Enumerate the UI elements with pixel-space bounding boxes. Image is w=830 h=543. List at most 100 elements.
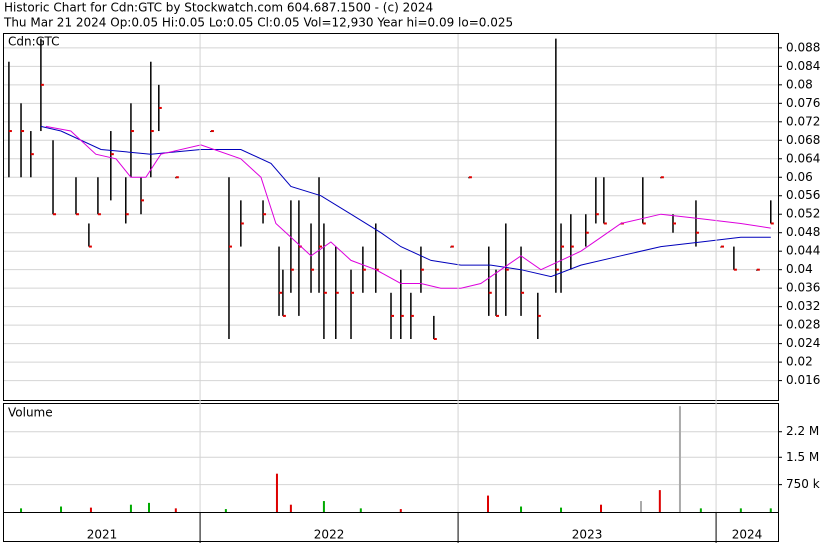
volume-bar [20,508,23,512]
volume-bar [699,508,702,512]
close-tick [410,314,414,317]
close-tick [468,176,472,179]
volume-bar [739,508,742,512]
y-tick-label: 0.04 [786,262,813,276]
volume-bar [289,504,292,512]
panel-label: Cdn:GTC [8,35,60,49]
close-tick [733,268,737,271]
close-tick [537,314,541,317]
x-tick-label: 2022 [314,528,345,542]
close-tick [756,268,760,271]
close-tick [375,268,379,271]
close-tick [770,222,774,225]
panel-label: Volume [8,406,53,420]
close-tick [175,176,179,179]
volume-bar [275,473,278,512]
y-tick-label: 0.048 [786,225,820,239]
close-tick [140,199,144,202]
y-tick-label: 0.088 [786,40,820,54]
close-tick [505,268,509,271]
close-tick [351,291,355,294]
volume-bar [658,490,661,512]
close-tick [672,222,676,225]
volume-bar [600,504,603,512]
close-tick [282,314,286,317]
volume-bar [640,501,643,512]
y-tick-label: 0.068 [786,133,820,147]
close-tick [21,130,25,133]
volume-bar [147,502,150,512]
x-tick-label: 2023 [572,528,603,542]
y-tick-label: 0.064 [786,151,820,165]
close-tick [75,213,79,216]
close-tick [420,268,424,271]
close-tick [210,130,214,133]
close-tick [323,291,327,294]
close-tick [335,291,339,294]
close-tick [8,130,12,133]
close-tick [110,153,114,156]
close-tick [228,245,232,248]
close-tick [585,231,589,234]
chart-title: Historic Chart for Cdn:GTC by Stockwatch… [4,1,433,15]
y-tick-label: 0.052 [786,207,820,221]
volume-bar [487,495,490,512]
close-tick [240,222,244,225]
y-tick-label: 0.044 [786,244,820,258]
y-tick-label: 0.036 [786,281,820,295]
quote-line: Thu Mar 21 2024 Op:0.05 Hi:0.05 Lo:0.05 … [3,16,513,30]
volume-bar [224,509,227,512]
y-tick-label: 0.028 [786,318,820,332]
close-tick [496,314,500,317]
close-tick [570,245,574,248]
close-tick [561,245,565,248]
volume-bar [174,508,177,512]
volume-bar [60,506,63,512]
y-tick-label: 0.024 [786,336,820,350]
y-tick-label: 0.08 [786,77,813,91]
volume-bar [129,504,132,512]
volume-bar [359,508,362,512]
y-tick-label: 0.084 [786,59,820,73]
close-tick [130,130,134,133]
close-tick [400,314,404,317]
close-tick [391,314,394,317]
y-tick-label: 0.076 [786,96,820,110]
close-tick [642,222,646,225]
moving-average [45,125,771,289]
close-tick [595,213,599,216]
close-tick [290,268,294,271]
y-tick-label: 0.072 [786,114,820,128]
close-tick [279,291,283,294]
close-tick [603,222,607,225]
volume-bar [560,507,563,512]
x-tick-label: 2021 [87,528,118,542]
volume-bar [678,406,681,512]
close-tick [660,176,664,179]
moving-average [40,125,771,278]
y-tick-label: 750 k [786,477,820,491]
volume-bar [769,508,772,512]
y-tick-label: 0.032 [786,299,820,313]
close-tick [319,245,323,248]
y-tick-label: 1.5 M [786,450,819,464]
close-tick [97,213,101,216]
close-tick [30,153,34,156]
close-tick [88,245,92,248]
price-panel [3,33,779,401]
y-tick-label: 2.2 M [786,424,819,438]
close-tick [695,231,699,234]
close-tick [158,106,162,109]
volume-bar [399,509,402,512]
volume-bar [520,506,523,512]
close-tick [311,268,315,271]
close-tick [720,245,724,248]
close-tick [488,291,492,294]
volume-bar [322,501,325,512]
volume-bar [89,507,92,512]
close-tick [263,213,267,216]
close-tick [125,213,129,216]
close-tick [433,338,437,340]
